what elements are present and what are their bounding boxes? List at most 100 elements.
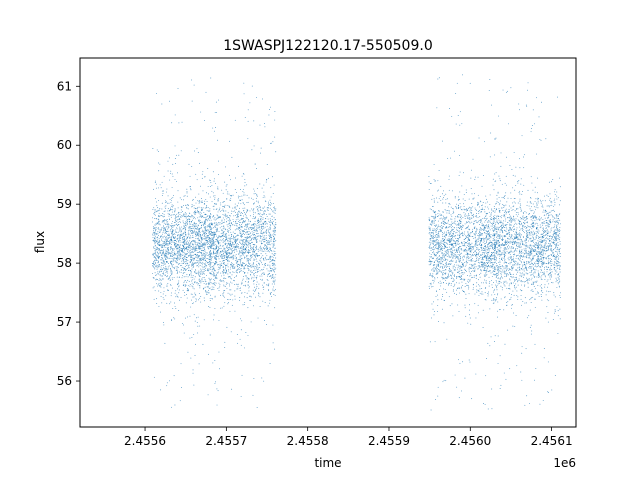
data-point xyxy=(197,212,199,214)
data-point xyxy=(221,262,222,264)
data-point xyxy=(264,241,266,243)
data-point xyxy=(177,216,179,218)
data-point xyxy=(429,272,431,274)
data-point xyxy=(240,251,242,253)
data-point xyxy=(260,278,262,280)
data-point xyxy=(212,243,214,245)
data-point xyxy=(240,269,242,271)
data-point xyxy=(157,241,159,243)
data-point xyxy=(158,258,160,260)
data-point xyxy=(186,294,188,296)
data-point xyxy=(194,223,196,225)
data-point xyxy=(246,226,248,228)
data-point xyxy=(166,240,167,242)
data-point xyxy=(226,287,228,289)
data-point xyxy=(258,287,260,289)
data-point xyxy=(193,223,195,225)
data-point xyxy=(220,232,222,234)
data-point xyxy=(226,198,228,200)
data-point xyxy=(212,235,214,236)
data-point xyxy=(452,250,454,252)
data-point xyxy=(232,207,234,209)
data-point xyxy=(237,288,239,290)
data-point xyxy=(221,256,223,258)
data-point xyxy=(273,270,275,272)
data-point xyxy=(267,247,269,249)
data-point xyxy=(164,206,166,208)
data-point xyxy=(271,295,272,297)
data-point xyxy=(213,283,215,285)
data-point xyxy=(167,254,169,256)
data-point xyxy=(267,203,269,205)
data-point xyxy=(175,260,177,262)
data-point xyxy=(180,206,182,208)
data-point xyxy=(450,223,452,225)
data-point xyxy=(246,217,248,219)
data-point xyxy=(203,226,205,228)
data-point xyxy=(191,214,192,216)
data-point xyxy=(154,242,156,244)
data-point xyxy=(157,227,159,229)
data-point xyxy=(234,224,236,226)
data-point xyxy=(244,248,246,250)
data-point xyxy=(238,251,240,253)
data-point xyxy=(240,213,242,215)
data-point xyxy=(266,179,268,180)
data-point xyxy=(239,265,241,266)
data-point xyxy=(167,268,169,270)
data-point xyxy=(157,244,159,246)
data-point xyxy=(429,273,431,275)
data-point xyxy=(432,279,434,281)
data-point xyxy=(242,251,244,253)
data-point xyxy=(260,229,262,231)
data-point xyxy=(268,207,269,209)
data-point xyxy=(252,198,254,200)
data-point xyxy=(187,285,189,287)
data-point xyxy=(230,256,231,258)
data-point xyxy=(194,248,196,250)
data-point xyxy=(442,226,444,228)
data-point xyxy=(252,394,254,396)
data-point xyxy=(208,283,210,285)
data-point xyxy=(454,243,456,244)
data-point xyxy=(253,193,255,195)
data-point xyxy=(169,277,171,279)
data-point xyxy=(222,262,224,264)
data-point xyxy=(196,232,198,233)
data-point xyxy=(253,260,255,262)
data-point xyxy=(188,267,190,269)
data-point xyxy=(159,184,161,186)
data-point xyxy=(208,272,210,274)
data-point xyxy=(171,273,173,275)
data-point xyxy=(164,228,166,229)
data-point xyxy=(197,228,199,230)
data-point xyxy=(455,256,457,258)
data-point xyxy=(253,273,255,274)
data-point xyxy=(160,270,162,272)
data-point xyxy=(441,248,443,250)
data-point xyxy=(242,250,244,252)
data-point xyxy=(435,219,437,221)
data-point xyxy=(187,262,188,264)
data-point xyxy=(210,256,212,258)
data-point xyxy=(208,232,209,234)
data-point xyxy=(208,226,210,227)
data-point xyxy=(429,247,431,249)
data-point xyxy=(182,275,184,277)
data-point xyxy=(155,261,157,263)
data-point xyxy=(453,231,454,233)
data-point xyxy=(194,320,196,322)
data-point xyxy=(227,220,229,222)
data-point xyxy=(203,211,205,213)
data-point xyxy=(211,239,212,241)
data-point xyxy=(247,225,248,227)
data-point xyxy=(230,213,232,214)
data-point xyxy=(451,273,453,275)
data-point xyxy=(202,247,204,249)
data-point xyxy=(162,233,164,235)
data-point xyxy=(191,215,193,217)
data-point xyxy=(215,277,217,279)
data-point xyxy=(271,256,273,257)
data-point xyxy=(174,224,176,226)
data-point xyxy=(236,250,238,252)
